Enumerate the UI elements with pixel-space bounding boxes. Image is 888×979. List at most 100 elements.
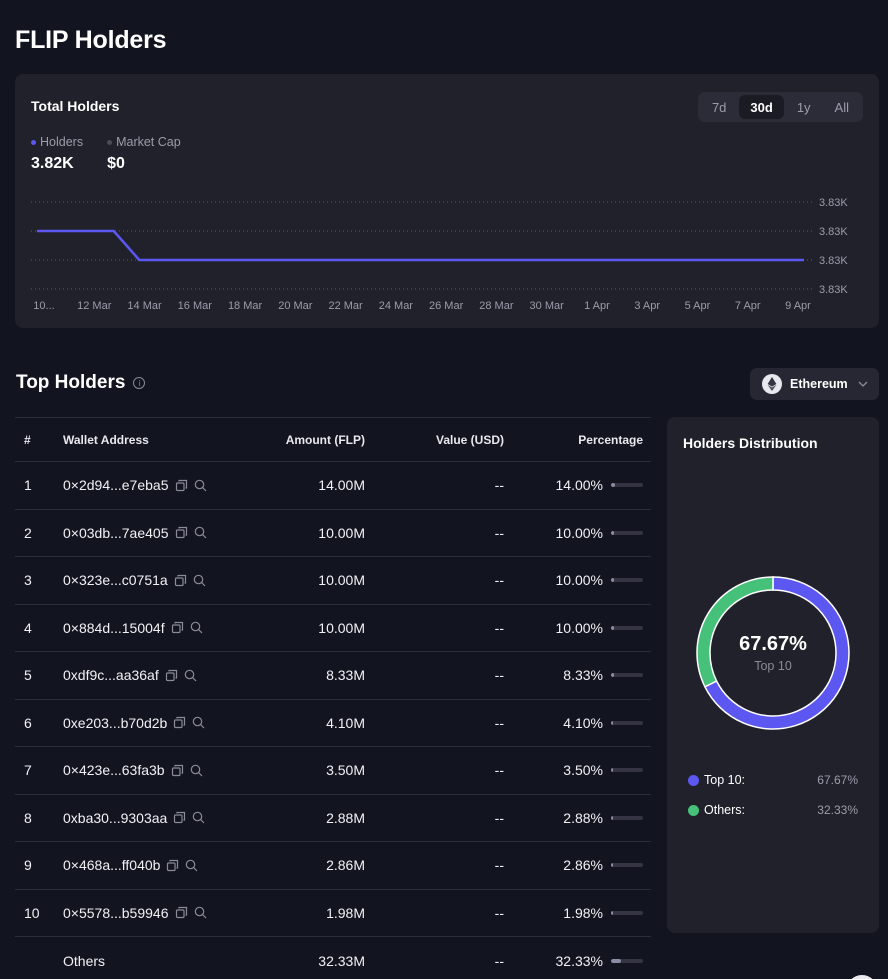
amount-cell: 2.88M [253, 794, 365, 842]
top10-label: Top 10: [704, 773, 746, 787]
value-cell: -- [365, 509, 504, 557]
percentage-bar [611, 530, 643, 535]
y-tick-label: 3.83K [819, 226, 848, 238]
percentage-text: 10.00% [555, 572, 603, 589]
x-tick-label: 3 Apr [634, 300, 660, 312]
search-icon[interactable] [194, 479, 207, 492]
x-tick-label: 16 Mar [178, 300, 213, 312]
wallet-address-link[interactable]: 0xe203...b70d2b [63, 714, 168, 731]
chain-label: Ethereum [790, 377, 848, 391]
copy-icon[interactable] [175, 526, 188, 539]
page-title: FLIP Holders [15, 26, 167, 54]
wallet-address-link[interactable]: 0xba30...9303aa [63, 809, 168, 826]
market-cap-dot-icon [107, 139, 113, 145]
copy-icon[interactable] [175, 479, 188, 492]
col-value: Value (USD) [365, 417, 504, 462]
range-30d-button[interactable]: 30d [739, 95, 784, 119]
copy-icon[interactable] [173, 716, 186, 729]
percentage-cell: 32.33% [504, 937, 651, 979]
wallet-address-link[interactable]: 0×2d94...e7eba5 [63, 477, 169, 494]
copy-icon[interactable] [166, 859, 179, 872]
search-icon[interactable] [190, 764, 203, 777]
value-cell: -- [494, 952, 504, 969]
search-icon[interactable] [192, 811, 205, 824]
copy-icon[interactable] [171, 764, 184, 777]
search-icon[interactable] [190, 621, 203, 634]
wallet-address-link[interactable]: 0×423e...63fa3b [63, 762, 165, 779]
table-row-others: Others 32.33M -- 32.33% [15, 937, 651, 979]
rank-cell: 7 [15, 746, 63, 795]
x-tick-label: 10... [33, 300, 54, 312]
percentage-cell: 14.00% [504, 461, 651, 510]
wallet-address-link[interactable]: 0×323e...c0751a [63, 572, 168, 589]
x-tick-label: 7 Apr [735, 300, 761, 312]
rank-cell: 2 [15, 509, 63, 557]
wallet-address-link[interactable]: 0×03db...7ae405 [63, 524, 169, 541]
y-tick-label: 3.83K [819, 255, 848, 267]
wallet-address-link[interactable]: 0×5578...b59946 [63, 904, 169, 921]
percentage-bar [611, 483, 643, 488]
range-7d-button[interactable]: 7d [711, 100, 727, 115]
x-tick-label: 14 Mar [127, 300, 162, 312]
copy-icon[interactable] [174, 574, 187, 587]
table-row: 1 0×2d94...e7eba5 14.00M -- 14.00% [15, 461, 651, 510]
table-header-row: # Wallet Address Amount (FLP) Value (USD… [15, 417, 651, 462]
wallet-address-link[interactable]: 0×884d...15004f [63, 619, 165, 636]
percentage-cell: 10.00% [504, 509, 651, 557]
search-icon[interactable] [194, 526, 207, 539]
percentage-bar [611, 863, 643, 868]
top10-value: 67.67% [817, 773, 858, 787]
chain-selector[interactable]: Ethereum [750, 368, 879, 400]
percentage-text: 32.33% [555, 952, 603, 969]
amount-cell: 32.33M [318, 952, 365, 969]
chevron-down-icon [858, 379, 868, 390]
top10-dot-icon [688, 774, 699, 786]
copy-icon[interactable] [175, 906, 188, 919]
percentage-bar [611, 910, 643, 915]
x-tick-label: 26 Mar [429, 300, 464, 312]
search-icon[interactable] [184, 669, 197, 682]
search-icon[interactable] [185, 859, 198, 872]
wallet-address-link[interactable]: 0×468a...ff040b [63, 857, 161, 874]
percentage-cell: 2.86% [504, 841, 651, 890]
holders-value: 3.82K [31, 155, 74, 172]
address-cell: 0xdf9c...aa36af [63, 651, 253, 700]
donut-center: 67.67% Top 10 [695, 575, 851, 731]
wallet-address-link[interactable]: 0xdf9c...aa36af [63, 667, 159, 684]
range-all-button[interactable]: All [834, 100, 849, 115]
donut-center-label: Top 10 [754, 659, 792, 673]
percentage-bar [611, 625, 643, 630]
x-tick-label: 9 Apr [785, 300, 811, 312]
percentage-cell: 8.33% [504, 651, 651, 700]
value-cell: -- [365, 461, 504, 510]
address-cell: 0×2d94...e7eba5 [63, 461, 253, 510]
search-icon[interactable] [193, 574, 206, 587]
copy-icon[interactable] [165, 669, 178, 682]
address-cell: 0×423e...63fa3b [63, 746, 253, 795]
others-label: Others: [704, 803, 745, 817]
top-holders-heading: Top Holders i [16, 372, 146, 394]
floating-action-button[interactable] [846, 975, 878, 979]
copy-icon[interactable] [171, 621, 184, 634]
value-cell: -- [365, 841, 504, 890]
percentage-bar-fill [611, 578, 615, 583]
holders-series-line [37, 229, 804, 262]
value-cell: -- [365, 889, 504, 937]
amount-cell: 3.50M [253, 746, 365, 795]
range-1y-button[interactable]: 1y [796, 100, 811, 115]
amount-cell: 8.33M [253, 651, 365, 700]
donut-slice-others[interactable] [696, 576, 774, 688]
distribution-legend: Top 10: 67.67% Others: 32.33% [688, 765, 858, 825]
donut-center-value: 67.67% [739, 633, 807, 655]
copy-icon[interactable] [173, 811, 186, 824]
percentage-bar-fill [611, 720, 613, 725]
legend-holders[interactable]: Holders 3.82K [31, 135, 83, 173]
search-icon[interactable] [194, 906, 207, 919]
distribution-legend-top10: Top 10: 67.67% [688, 765, 858, 795]
search-icon[interactable] [192, 716, 205, 729]
holders-dot-icon [31, 139, 36, 145]
legend-market-cap[interactable]: Market Cap $0 [107, 135, 181, 173]
percentage-bar [611, 815, 643, 820]
table-row: 4 0×884d...15004f 10.00M -- 10.00% [15, 604, 651, 652]
info-icon[interactable]: i [133, 377, 146, 389]
